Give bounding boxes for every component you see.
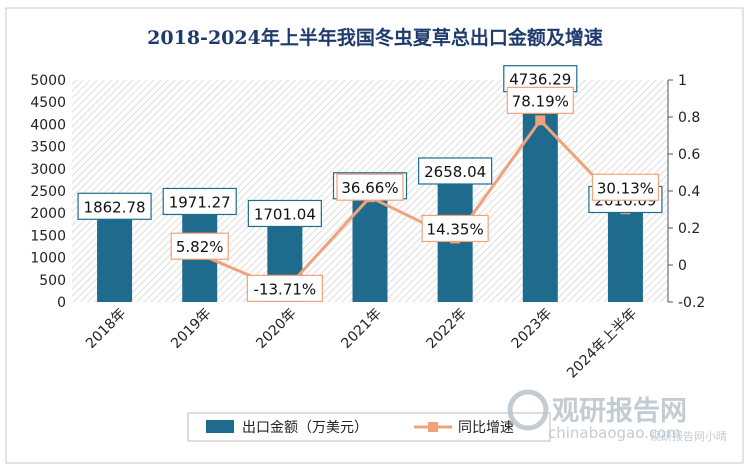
- left-tick-label: 2500: [30, 184, 66, 200]
- left-tick-label: 4500: [30, 95, 66, 111]
- watermark-url: chinabaogao.com: [548, 424, 681, 442]
- watermark-brand: 观研报告网: [552, 396, 687, 427]
- right-tick-label: 0.4: [678, 184, 700, 200]
- legend-line-marker: [428, 422, 438, 432]
- bar-label-box: [77, 192, 152, 220]
- bar: [522, 91, 558, 302]
- watermark-logo-icon: [507, 389, 549, 431]
- bar-value-label: 1862.78: [84, 198, 146, 216]
- watermark: 观研报告网 chinabaogao.com 观研报告网小晴: [507, 389, 727, 443]
- line-label-box: [336, 173, 404, 201]
- left-axis: 0 500 1000 1500 2000 2500 3000 3500 4000 4500 5000: [30, 73, 66, 311]
- bar-label-box: [162, 187, 237, 216]
- watermark-corner: 观研报告网小晴: [650, 429, 727, 443]
- bar-value-label: 1971.27: [169, 193, 231, 211]
- right-tick-label: 0: [678, 258, 687, 274]
- line-value-label: 78.19%: [512, 92, 569, 110]
- left-tick-label: 500: [39, 273, 66, 289]
- right-tick-label: 0.6: [678, 147, 700, 163]
- right-tick-label: -0.2: [678, 295, 705, 311]
- bar-value-label: 2658.04: [424, 163, 486, 181]
- bar-value-label: 4736.29: [509, 71, 571, 89]
- right-tick-label: 1: [678, 73, 687, 89]
- bar-label-box: [247, 199, 322, 228]
- line-label-box: [246, 274, 323, 302]
- line-label-box: [421, 214, 489, 243]
- line-label-box: [591, 173, 660, 201]
- left-tick-label: 5000: [30, 73, 66, 89]
- legend-line-label: 同比增速: [458, 420, 514, 436]
- bar-value-label: 1701.04: [254, 205, 316, 223]
- line-label-box: [170, 232, 229, 260]
- legend: 出口金额（万美元） 同比增速: [187, 412, 551, 442]
- line-labels: 5.82% -13.71% 36.66% 14.35% 78.19% 30.13%: [170, 86, 660, 302]
- bar-label-box: [418, 157, 493, 185]
- chart-title: 2018-2024年上半年我国冬虫夏草总出口金额及增速: [147, 26, 603, 49]
- left-tick-label: 0: [57, 295, 66, 311]
- left-tick-label: 4000: [30, 117, 66, 133]
- legend-bar-swatch: [206, 420, 234, 433]
- left-tick-label: 3000: [30, 162, 66, 178]
- right-tick-label: 0.8: [678, 110, 700, 126]
- left-tick-label: 1000: [30, 251, 66, 267]
- line-marker: [535, 115, 546, 126]
- legend-box: [187, 412, 551, 442]
- line-value-label: 30.13%: [597, 179, 654, 197]
- left-tick-label: 2000: [30, 206, 66, 222]
- left-tick-label: 3500: [30, 140, 66, 156]
- line-label-box: [506, 86, 574, 114]
- bar: [97, 219, 133, 302]
- line-value-label: 14.35%: [427, 220, 484, 238]
- right-axis: -0.2 0 0.2 0.4 0.6 0.8 1: [667, 73, 705, 311]
- line-value-label: -13.71%: [254, 280, 317, 298]
- right-tick-label: 0.2: [678, 221, 700, 237]
- line-value-label: 5.82%: [176, 238, 224, 256]
- bar: [607, 212, 643, 302]
- left-tick-label: 1500: [30, 228, 66, 244]
- legend-bar-label: 出口金额（万美元）: [242, 420, 368, 436]
- bar: [352, 198, 388, 302]
- line-value-label: 36.66%: [341, 179, 398, 197]
